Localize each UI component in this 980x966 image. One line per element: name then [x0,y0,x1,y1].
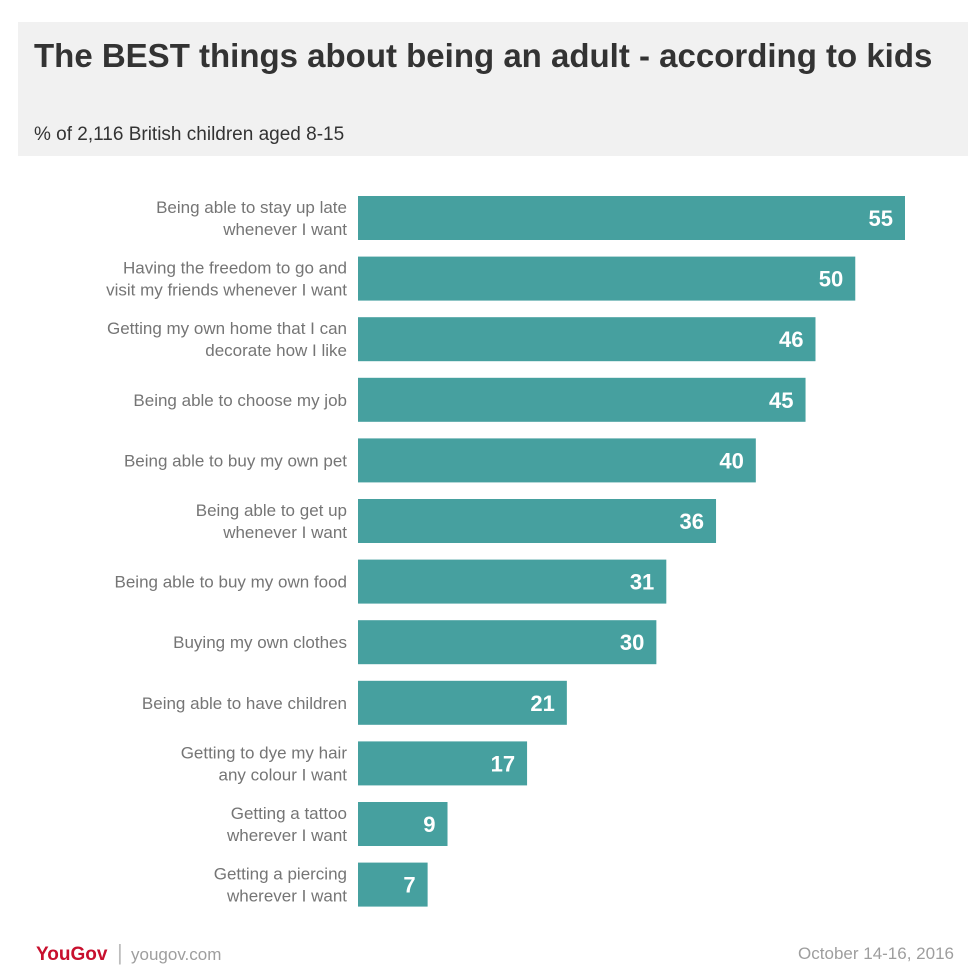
chart-header: The BEST things about being an adult - a… [18,22,968,156]
bar [358,680,567,725]
category-label: Being able to choose my job [133,391,347,410]
bar [358,741,528,786]
bar [358,377,806,422]
category-label: Being able to buy my own food [115,573,347,592]
category-label: Getting to dye my hair any colour I want [181,743,348,784]
bar [358,862,428,907]
bar [358,256,856,301]
bar [358,620,657,665]
bar-value-label: 7 [403,873,415,898]
bar-value-label: 50 [819,267,843,292]
bar-value-label: 9 [423,812,435,837]
footer-url: yougov.com [131,945,222,964]
category-label: Being able to get up whenever I want [196,501,348,542]
bar-value-label: 55 [869,206,893,231]
yougov-logo: YouGov [36,944,108,965]
bar [358,438,756,483]
bar-chart: 55 Being able to stay up late whenever I w… [106,196,905,907]
footer-date: October 14-16, 2016 [798,944,954,963]
bar [358,802,448,846]
footer-separator: | [117,940,123,965]
bar-value-label: 46 [779,327,803,352]
bar [358,559,667,604]
bar-value-label: 17 [491,751,515,776]
bar-value-label: 45 [769,388,793,413]
bar-value-label: 40 [719,448,743,473]
category-label: Being able to buy my own pet [124,451,347,470]
category-label: Getting a tattoo wherever I want [226,804,347,845]
bar [358,499,717,543]
bar-value-label: 31 [630,570,654,595]
category-label: Having the freedom to go and visit my fri… [106,259,347,300]
category-label: Being able to stay up late whenever I wan… [156,198,347,239]
bar [358,196,905,240]
bar-value-label: 30 [620,630,644,655]
category-label: Getting a piercing wherever I want [214,865,348,906]
chart-subtitle: % of 2,116 British children aged 8-15 [34,124,345,145]
bar [358,317,816,362]
category-label: Getting my own home that I can decorate h… [107,319,347,360]
bar-value-label: 21 [530,691,554,716]
bar-value-label: 36 [680,509,704,534]
category-label: Buying my own clothes [173,633,347,652]
chart-title: The BEST things about being an adult - a… [34,37,933,74]
category-label: Being able to have children [142,694,347,713]
